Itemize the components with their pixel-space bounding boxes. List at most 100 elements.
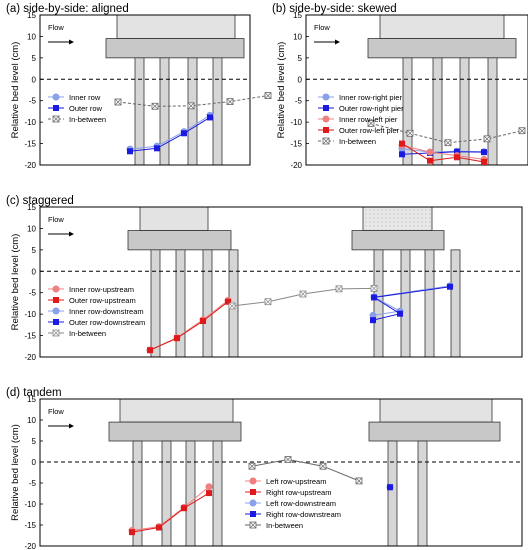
pier-column xyxy=(119,398,234,423)
series-in-between xyxy=(114,92,272,110)
data-point-cross xyxy=(406,130,414,137)
legend-label: In-between xyxy=(69,115,106,124)
pile xyxy=(212,440,223,547)
y-tick-label: 0 xyxy=(32,458,37,467)
data-point xyxy=(206,490,212,497)
y-tick-label: -15 xyxy=(290,140,302,149)
series-outer-row xyxy=(127,114,213,155)
data-point xyxy=(397,310,403,317)
pier-column xyxy=(362,206,433,231)
y-tick-label: -5 xyxy=(295,97,303,106)
data-point-cross xyxy=(264,298,272,305)
panel-d: 15 10 5 0 -5 -10 -15 -20 (d) tandem Relative bed … xyxy=(6,387,523,550)
series-line xyxy=(372,286,451,321)
pile-cap xyxy=(368,421,501,442)
y-tick-label: 15 xyxy=(27,395,36,404)
data-point xyxy=(181,505,187,512)
plot-frame xyxy=(39,206,523,358)
pile xyxy=(417,440,428,547)
series-outer-row-left-pier xyxy=(399,140,487,165)
data-point-cross xyxy=(114,98,122,106)
y-axis-label: Relative bed level (cm) xyxy=(276,42,287,139)
pier-structure xyxy=(367,14,517,166)
pile-cap xyxy=(351,230,445,251)
data-point-cross xyxy=(52,329,60,337)
legend-label: Inner row-downstream xyxy=(69,307,144,316)
pier-column xyxy=(379,14,505,39)
pile xyxy=(387,440,398,547)
data-point xyxy=(53,105,59,111)
data-point xyxy=(426,148,434,156)
series-line xyxy=(401,143,485,163)
data-point xyxy=(371,294,377,301)
series-right-row-upstream xyxy=(129,490,212,536)
y-axis-label: Relative bed level (cm) xyxy=(10,234,21,331)
series-line xyxy=(251,458,360,482)
y-tick-label: 10 xyxy=(27,416,36,425)
data-point xyxy=(250,489,256,495)
legend: Left row-upstream Right row-upstream Left … xyxy=(245,477,341,530)
pile xyxy=(432,57,443,166)
series-line xyxy=(129,114,211,150)
data-point xyxy=(52,93,60,101)
data-point xyxy=(205,483,213,491)
data-point xyxy=(481,159,487,165)
y-tick-label: 5 xyxy=(32,54,37,63)
pile xyxy=(373,249,384,358)
y-axis-label: Relative bed level (cm) xyxy=(10,424,21,521)
y-axis-label: Relative bed level (cm) xyxy=(10,42,21,139)
y-tick-label: -10 xyxy=(24,500,36,509)
y-tick-label: -5 xyxy=(29,97,37,106)
flow-label: Flow xyxy=(314,23,330,32)
series-line xyxy=(401,151,485,155)
legend-label: Inner row-upstream xyxy=(69,285,134,294)
data-point-cross xyxy=(284,456,292,463)
panel-a: 15 10 5 0 -5 -10 -15 -20 (a) side-by-side: align… xyxy=(6,3,272,170)
data-point xyxy=(129,529,135,536)
flow-label: Flow xyxy=(48,23,64,32)
y-tick-label: -10 xyxy=(24,118,36,127)
y-tick-label: -5 xyxy=(29,479,37,488)
series-in-between xyxy=(228,285,378,310)
series-outer-row-downstream xyxy=(370,283,453,324)
y-tick-label: -20 xyxy=(24,542,36,550)
y-tick-label: -10 xyxy=(24,310,36,319)
flow-label: Flow xyxy=(48,407,64,416)
legend-label: Left row-upstream xyxy=(266,477,326,486)
y-tick-label: -15 xyxy=(24,332,36,341)
legend-label: Outer row-right pier xyxy=(339,104,404,113)
data-point xyxy=(399,140,405,147)
legend: Inner row-right pier Outer row-right pier… xyxy=(318,93,404,146)
legend: Inner row Outer row In-between xyxy=(48,93,106,124)
data-point xyxy=(322,115,330,123)
pile xyxy=(187,57,198,166)
data-point xyxy=(52,307,60,315)
y-tick-label: -20 xyxy=(24,161,36,170)
data-point xyxy=(147,347,153,354)
series-line xyxy=(401,144,485,160)
flow-arrow-head xyxy=(69,423,74,429)
panel-c: 15 10 5 0 -5 -10 -15 -20 (c) staggered Relative b… xyxy=(6,195,523,362)
pile xyxy=(150,249,161,358)
data-point xyxy=(52,285,60,293)
series-line xyxy=(117,95,269,107)
data-point-cross xyxy=(249,521,257,529)
pier-column xyxy=(139,206,209,231)
pile xyxy=(487,57,498,166)
panel-title: (c) staggered xyxy=(6,195,74,207)
legend-label: Outer row-left pier xyxy=(339,126,400,135)
pile xyxy=(159,57,170,166)
series-line xyxy=(129,117,211,152)
data-point-cross xyxy=(322,137,330,145)
data-point xyxy=(454,154,460,161)
legend-label: Right row-upstream xyxy=(266,488,331,497)
data-point-cross xyxy=(355,477,363,485)
data-point-cross xyxy=(151,103,159,110)
pier-structure xyxy=(108,398,501,547)
data-point-cross xyxy=(264,92,272,99)
data-point xyxy=(454,148,460,155)
data-point xyxy=(127,148,133,155)
legend-label: Inner row xyxy=(69,93,101,102)
legend-label: Left row-downstream xyxy=(266,499,336,508)
